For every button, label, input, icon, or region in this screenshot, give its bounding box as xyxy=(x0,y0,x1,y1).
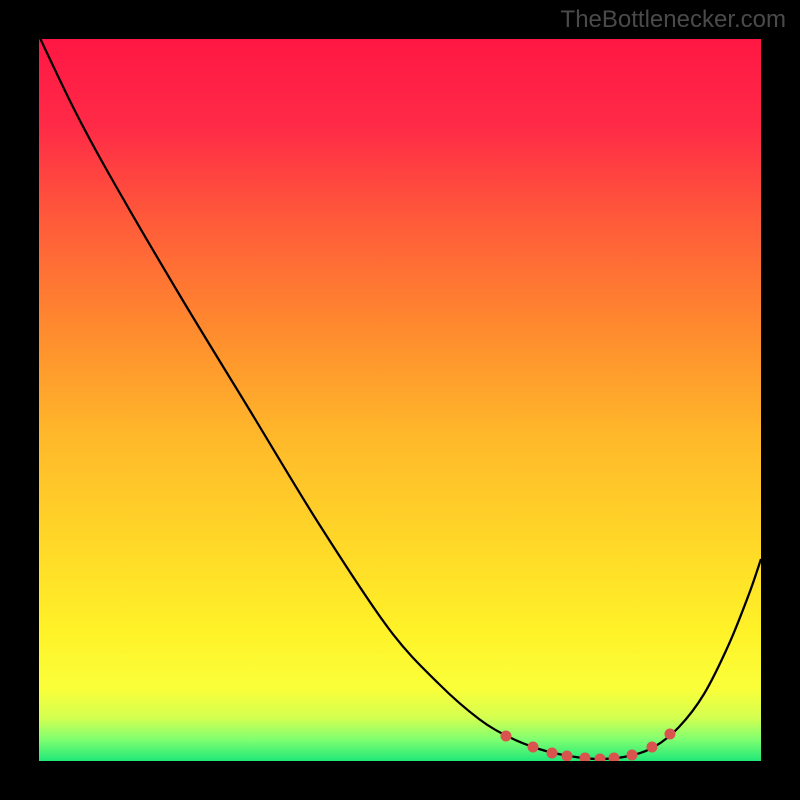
optimal-dot xyxy=(609,753,620,762)
optimal-dot xyxy=(595,754,606,762)
optimal-dot xyxy=(647,742,658,753)
optimal-dot xyxy=(547,748,558,759)
watermark: TheBottlenecker.com xyxy=(561,6,786,34)
optimal-range-dots xyxy=(39,39,761,761)
optimal-dot xyxy=(528,742,539,753)
optimal-dot xyxy=(501,731,512,742)
optimal-dot xyxy=(580,753,591,762)
chart-plot-area xyxy=(39,39,761,761)
optimal-dot xyxy=(665,729,676,740)
optimal-dot xyxy=(627,750,638,761)
optimal-dot xyxy=(562,751,573,762)
